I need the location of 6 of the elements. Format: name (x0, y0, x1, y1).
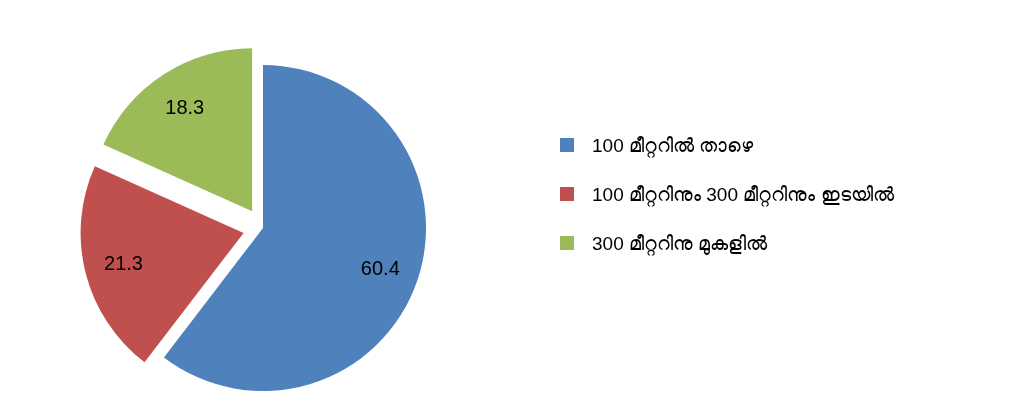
legend-label: 300 മീറ്ററിനു മുകളിൽ (592, 232, 769, 256)
data-label: 18.3 (165, 96, 205, 119)
legend-label: 100 മീറ്ററിനും 300 മീറ്ററിനും ഇടയിൽ (592, 183, 895, 207)
data-label: 60.4 (360, 256, 400, 279)
data-label: 21.3 (104, 252, 143, 275)
legend-label: 100 മീറ്ററിൽ താഴെ (592, 134, 755, 158)
